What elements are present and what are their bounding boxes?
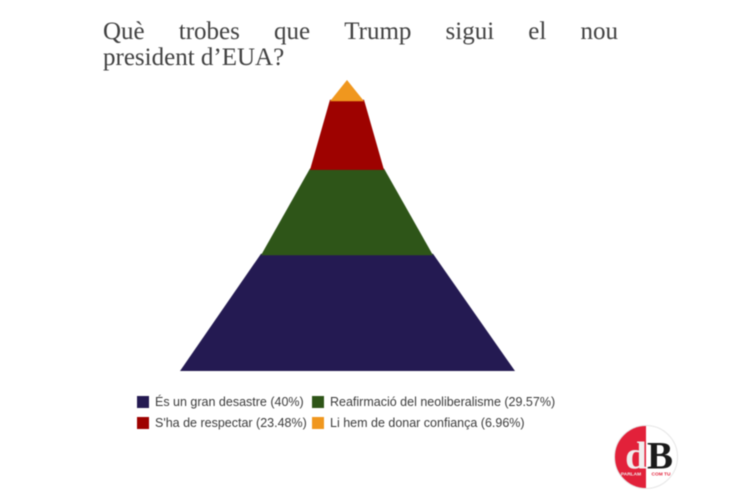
- svg-text:d: d: [625, 434, 647, 477]
- svg-text:B: B: [646, 434, 672, 477]
- svg-text:PARLAM: PARLAM: [620, 471, 640, 477]
- svg-text:COM TU: COM TU: [651, 471, 670, 477]
